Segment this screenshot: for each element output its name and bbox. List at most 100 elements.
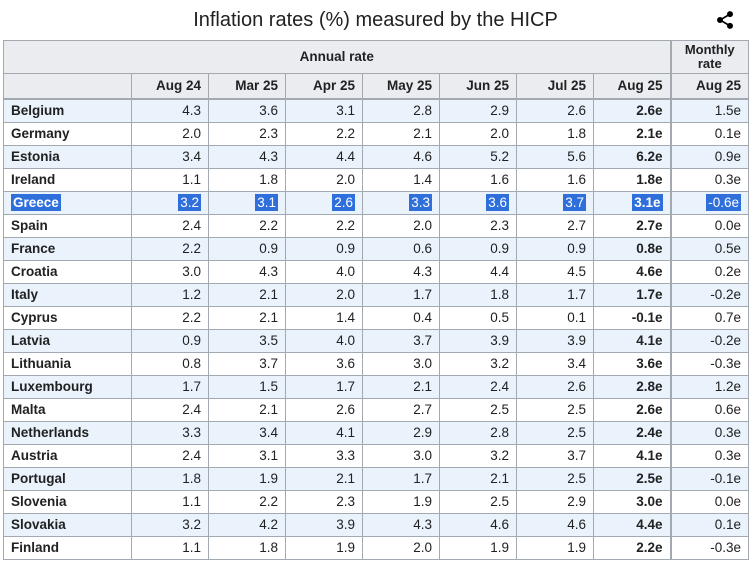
annual-value-cell: 2.5	[516, 466, 594, 491]
annual-value-cell: 4.3	[362, 512, 440, 537]
annual-value-cell: 2.4	[131, 397, 209, 422]
monthly-value-cell: 0.0e	[669, 489, 750, 514]
annual-value-cell: 4.3	[208, 144, 286, 169]
table-row: Estonia 3.4 4.3 4.4 4.6 5.2 5.6 6.2e 0.9e	[3, 144, 750, 169]
country-cell: Spain	[3, 213, 132, 238]
annual-value-cell: 4.6	[516, 512, 594, 537]
annual-value-cell: 1.7	[362, 466, 440, 491]
annual-value-cell: 3.6e	[592, 351, 672, 376]
annual-value-cell: 3.1	[208, 443, 286, 468]
annual-value-cell: 4.0	[285, 328, 363, 353]
annual-value-cell: 1.9	[285, 535, 363, 560]
annual-value-cell: 2.8	[439, 420, 517, 445]
annual-rate-header: Annual rate	[2, 40, 672, 74]
table-row: Austria 2.4 3.1 3.3 3.0 3.2 3.7 4.1e 0.3e	[3, 443, 750, 468]
country-cell: Lithuania	[3, 351, 132, 376]
annual-value-cell: 4.6	[439, 512, 517, 537]
annual-value-cell: 2.0	[362, 213, 440, 238]
monthly-value-cell: 1.2e	[669, 374, 750, 399]
table-row: Finland 1.1 1.8 1.9 2.0 1.9 1.9 2.2e -0.3e	[3, 535, 750, 560]
annual-value-cell: 0.9	[439, 236, 517, 261]
annual-value-cell: 4.6	[362, 144, 440, 169]
annual-value-cell: 2.9	[362, 420, 440, 445]
annual-value-cell: 2.9	[516, 489, 594, 514]
annual-value-cell: 3.2	[439, 351, 517, 376]
month-column-header: May 25	[362, 73, 440, 100]
column-header-row: Aug 24 Mar 25 Apr 25 May 25 Jun 25 Jul 25 Aug …	[3, 73, 750, 100]
monthly-value-cell: -0.3e	[669, 351, 750, 376]
monthly-value-cell: -0.2e	[669, 282, 750, 307]
annual-value-cell: 2.7	[362, 397, 440, 422]
annual-value-cell: 4.0	[285, 259, 363, 284]
annual-value-cell: 0.9	[131, 328, 209, 353]
annual-value-cell: 3.3	[131, 420, 209, 445]
annual-value-cell: 3.9	[439, 328, 517, 353]
annual-value-cell: 2.6	[516, 374, 594, 399]
annual-value-cell: 3.6	[439, 190, 517, 215]
annual-value-cell: 3.9	[285, 512, 363, 537]
inflation-table: Annual rate Monthly rate Aug 24 Mar 25 Apr…	[2, 40, 750, 560]
annual-value-cell: 4.3	[362, 259, 440, 284]
annual-value-cell: 4.4	[285, 144, 363, 169]
annual-value-cell: 3.0	[362, 443, 440, 468]
annual-value-cell: 4.4	[439, 259, 517, 284]
month-column-header: Aug 25	[592, 73, 672, 100]
monthly-value-cell: 0.6e	[669, 397, 750, 422]
monthly-value-cell: 0.5e	[669, 236, 750, 261]
annual-value-cell: 1.4	[362, 167, 440, 192]
annual-value-cell: 2.1	[208, 397, 286, 422]
annual-value-cell: 5.2	[439, 144, 517, 169]
table-row: Germany 2.0 2.3 2.2 2.1 2.0 1.8 2.1e 0.1e	[3, 121, 750, 146]
monthly-value-cell: 0.3e	[669, 420, 750, 445]
annual-value-cell: 1.1	[131, 535, 209, 560]
annual-value-cell: 3.0e	[592, 489, 672, 514]
annual-value-cell: 0.9	[516, 236, 594, 261]
annual-value-cell: 3.2	[131, 512, 209, 537]
annual-value-cell: 0.4	[362, 305, 440, 330]
country-cell: Latvia	[3, 328, 132, 353]
annual-value-cell: 3.6	[285, 351, 363, 376]
month-column-header: Apr 25	[285, 73, 363, 100]
monthly-column-header: Aug 25	[669, 73, 750, 100]
annual-value-cell: 1.7	[131, 374, 209, 399]
month-column-header: Mar 25	[208, 73, 286, 100]
corner-cell	[3, 73, 132, 100]
monthly-value-cell: 0.1e	[669, 121, 750, 146]
country-cell: Cyprus	[3, 305, 132, 330]
table-row: Portugal 1.8 1.9 2.1 1.7 2.1 2.5 2.5e -0.1e	[3, 466, 750, 491]
table-row: Netherlands 3.3 3.4 4.1 2.9 2.8 2.5 2.4e 0.3e	[3, 420, 750, 445]
annual-value-cell: 4.1	[285, 420, 363, 445]
table-row: Spain 2.4 2.2 2.2 2.0 2.3 2.7 2.7e 0.0e	[3, 213, 750, 238]
monthly-value-cell: 0.3e	[669, 167, 750, 192]
annual-value-cell: 0.1	[516, 305, 594, 330]
annual-value-cell: 2.4e	[592, 420, 672, 445]
annual-value-cell: 3.4	[516, 351, 594, 376]
annual-value-cell: 2.1	[285, 466, 363, 491]
annual-value-cell: 2.0	[131, 121, 209, 146]
monthly-value-cell: -0.3e	[669, 535, 750, 560]
annual-value-cell: 2.8e	[592, 374, 672, 399]
annual-value-cell: 4.5	[516, 259, 594, 284]
table-row: Cyprus 2.2 2.1 1.4 0.4 0.5 0.1 -0.1e 0.7e	[3, 305, 750, 330]
annual-value-cell: 3.0	[131, 259, 209, 284]
annual-value-cell: 2.9	[439, 98, 517, 123]
share-icon[interactable]	[713, 8, 737, 32]
annual-value-cell: 2.4	[131, 213, 209, 238]
annual-value-cell: 0.9	[208, 236, 286, 261]
annual-value-cell: 2.3	[285, 489, 363, 514]
month-column-header: Aug 24	[131, 73, 209, 100]
group-header-row: Annual rate Monthly rate	[2, 40, 750, 74]
annual-value-cell: 2.6e	[592, 98, 672, 123]
month-column-header: Jul 25	[516, 73, 594, 100]
monthly-value-cell: -0.6e	[669, 190, 750, 215]
annual-value-cell: 3.4	[208, 420, 286, 445]
annual-value-cell: 0.8	[131, 351, 209, 376]
annual-value-cell: 3.3	[285, 443, 363, 468]
annual-value-cell: 2.1	[208, 305, 286, 330]
annual-value-cell: 3.7	[208, 351, 286, 376]
annual-value-cell: 1.8	[208, 167, 286, 192]
annual-value-cell: 2.0	[285, 167, 363, 192]
annual-value-cell: 1.8	[439, 282, 517, 307]
annual-value-cell: 3.1	[285, 98, 363, 123]
annual-value-cell: 4.4e	[592, 512, 672, 537]
